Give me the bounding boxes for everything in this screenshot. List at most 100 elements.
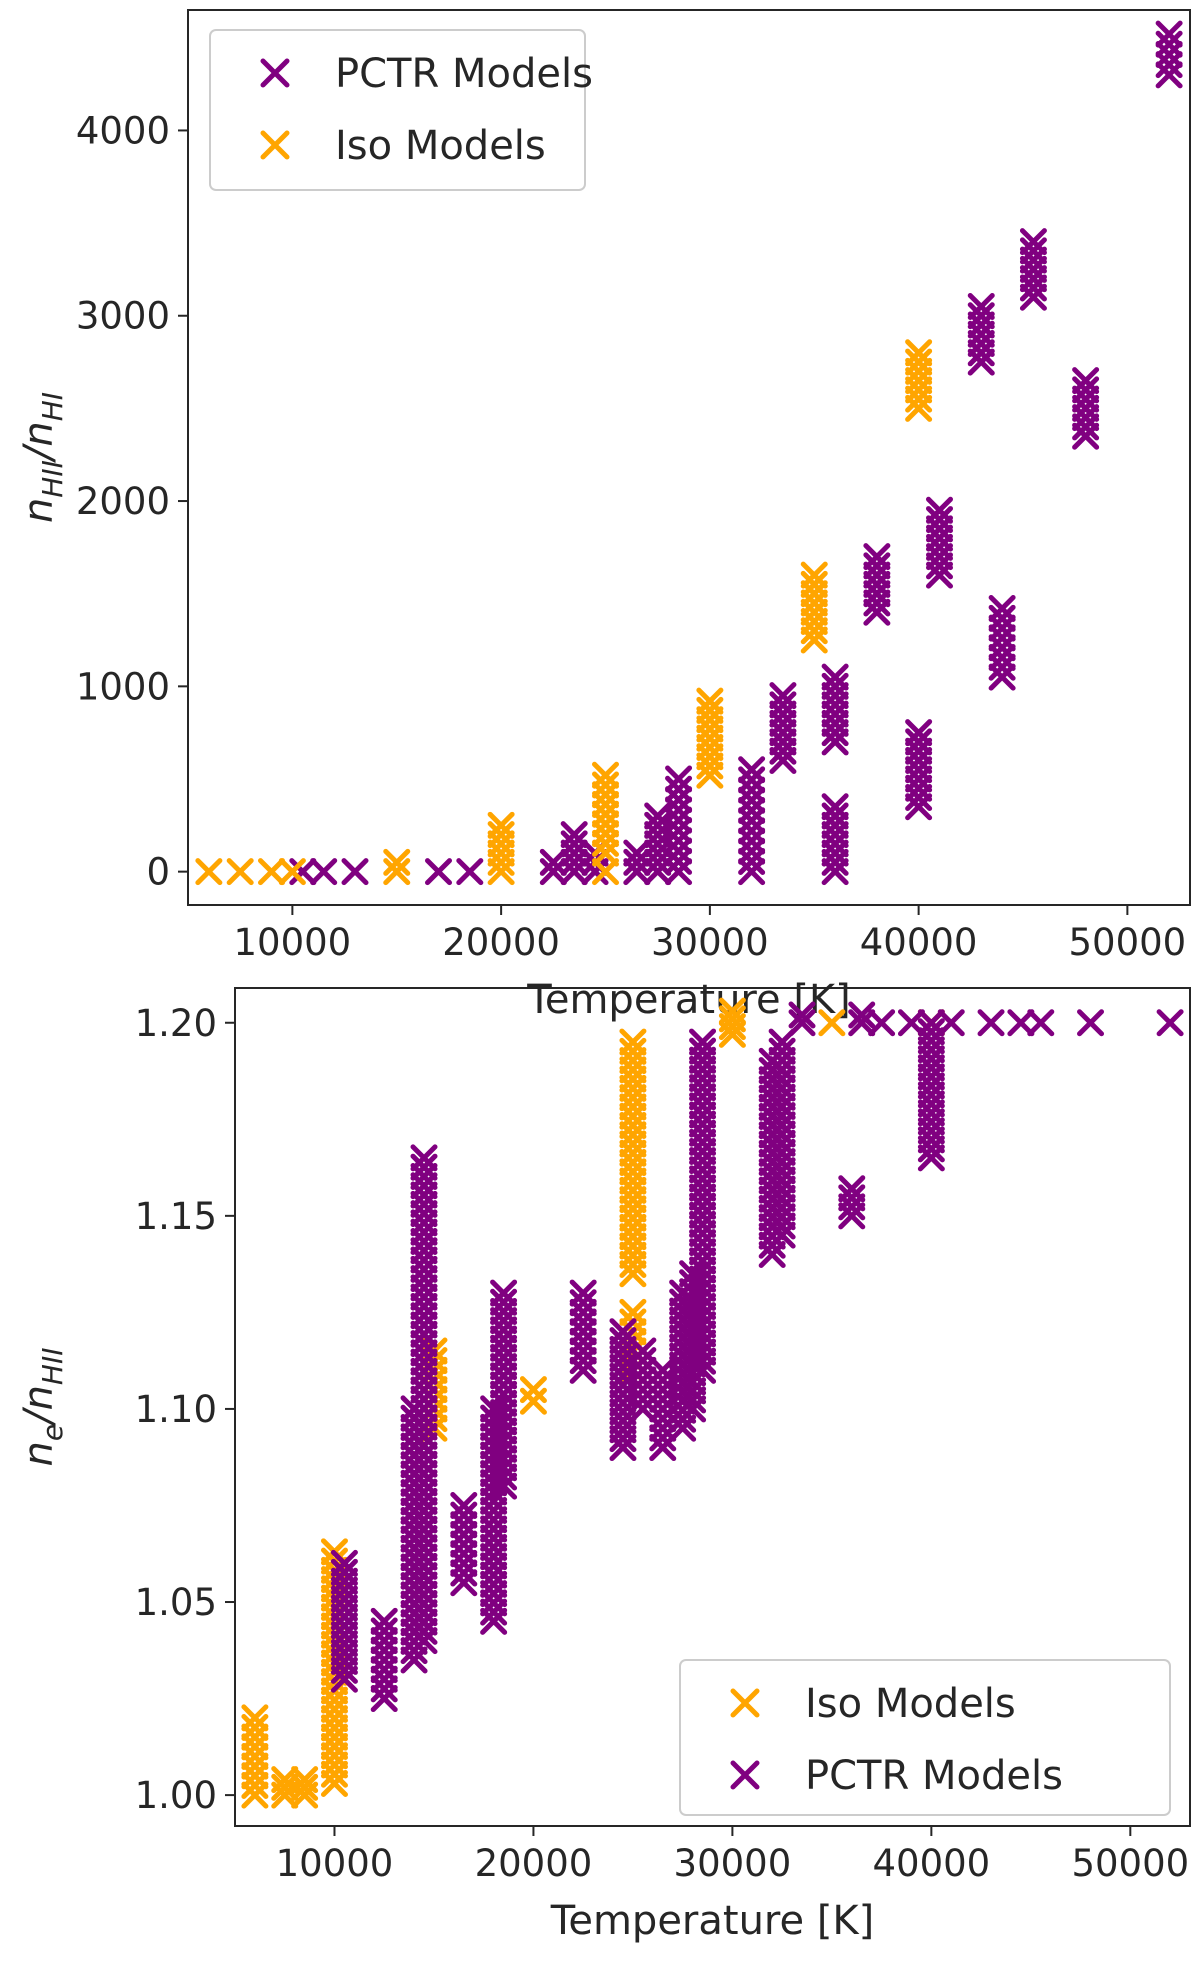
- pctr-marker: [988, 604, 1016, 632]
- pctr-marker: [490, 1454, 518, 1482]
- pctr-marker: [848, 1001, 876, 1029]
- pctr-marker: [769, 709, 797, 737]
- iso-marker: [905, 385, 933, 413]
- iso-marker: [487, 830, 515, 858]
- pctr-marker: [410, 1413, 438, 1441]
- x-tick-label: 30000: [674, 1842, 792, 1885]
- pctr-marker: [569, 1337, 597, 1365]
- pctr-marker: [1072, 394, 1100, 422]
- pctr-marker: [410, 1534, 438, 1562]
- pctr-marker: [480, 1552, 508, 1580]
- pctr-marker: [905, 737, 933, 765]
- pctr-marker: [863, 570, 891, 598]
- pctr-marker: [490, 1316, 518, 1344]
- iso-marker: [696, 724, 724, 752]
- pctr-marker: [988, 643, 1016, 671]
- pctr-marker: [689, 1101, 717, 1129]
- pctr-marker: [490, 1279, 518, 1307]
- pctr-marker: [410, 1311, 438, 1339]
- pctr-marker: [863, 580, 891, 608]
- pctr-marker: [450, 1540, 478, 1568]
- pctr-marker: [988, 614, 1016, 642]
- pctr-marker: [689, 1147, 717, 1175]
- pctr-marker: [569, 1279, 597, 1307]
- iso-marker: [487, 848, 515, 876]
- y-axis-label: ne/nHII: [16, 1348, 69, 1467]
- pctr-marker: [410, 1395, 438, 1423]
- pctr-marker: [410, 1385, 438, 1413]
- pctr-marker: [410, 1460, 438, 1488]
- pctr-marker: [848, 1009, 876, 1037]
- data-markers: [195, 20, 1183, 886]
- pctr-marker: [410, 1617, 438, 1645]
- pctr-marker: [370, 1607, 398, 1635]
- pctr-marker: [410, 1162, 438, 1190]
- pctr-marker: [330, 1558, 358, 1586]
- pctr-marker: [768, 1184, 796, 1212]
- y-tick-label: 1000: [76, 665, 170, 708]
- pctr-marker: [569, 1298, 597, 1326]
- pctr-marker: [905, 784, 933, 812]
- pctr-marker: [330, 1549, 358, 1577]
- pctr-marker: [480, 1515, 508, 1543]
- pctr-marker: [410, 1265, 438, 1293]
- iso-marker: [800, 617, 828, 645]
- pctr-marker: [689, 1265, 717, 1293]
- pctr-marker: [410, 1441, 438, 1469]
- iso-marker: [241, 1723, 269, 1751]
- pctr-marker: [410, 1543, 438, 1571]
- pctr-marker: [967, 330, 995, 358]
- pctr-marker: [370, 1665, 398, 1693]
- pctr-marker: [926, 561, 953, 589]
- legend-box: [679, 1659, 1171, 1816]
- iso-marker: [487, 839, 515, 867]
- pctr-marker: [689, 1311, 717, 1339]
- pctr-marker: [490, 1445, 518, 1473]
- legend-box: [209, 29, 586, 191]
- iso-marker: [241, 1781, 269, 1809]
- pctr-marker: [1019, 274, 1047, 302]
- pctr-marker: [821, 821, 849, 849]
- pctr-marker: [410, 1357, 438, 1385]
- pctr-marker: [425, 858, 452, 886]
- iso-marker: [696, 733, 724, 761]
- iso-marker: [619, 1056, 647, 1084]
- pctr-marker: [768, 1065, 796, 1093]
- pctr-marker: [738, 807, 766, 835]
- pctr-marker: [689, 1192, 717, 1220]
- pctr-marker: [410, 1580, 438, 1608]
- iso-marker: [592, 810, 619, 838]
- pctr-marker: [644, 858, 672, 886]
- legend-label: Iso Models: [805, 1681, 1016, 1727]
- pctr-marker: [689, 1119, 717, 1147]
- chart-hii-hi-ratio: 10000 20000 30000 40000 50000 0 1000 2000 3000 40…: [16, 9, 1191, 1023]
- iso-marker: [487, 811, 515, 839]
- pctr-marker: [644, 821, 672, 849]
- iso-marker: [905, 357, 933, 385]
- iso-marker: [241, 1762, 269, 1790]
- pctr-marker: [569, 1318, 597, 1346]
- pctr-marker: [480, 1598, 508, 1626]
- pctr-marker: [768, 1037, 796, 1065]
- pctr-marker: [410, 1552, 438, 1580]
- pctr-marker: [410, 1172, 438, 1200]
- pctr-marker: [788, 1009, 816, 1037]
- pctr-marker: [480, 1607, 508, 1635]
- pctr-marker: [689, 1156, 717, 1184]
- pctr-marker: [569, 1289, 597, 1317]
- pctr-marker: [450, 1511, 478, 1539]
- pctr-marker: [917, 1009, 945, 1037]
- pctr-marker: [581, 858, 609, 886]
- pctr-marker: [689, 1201, 717, 1229]
- pctr-marker: [410, 1469, 438, 1497]
- pctr-marker: [768, 1148, 796, 1176]
- pctr-marker: [689, 1165, 717, 1193]
- legend-marker-pctr: [730, 1760, 760, 1790]
- pctr-marker: [410, 1608, 438, 1636]
- iso-marker: [320, 1751, 348, 1779]
- pctr-marker: [689, 1229, 717, 1257]
- pctr-marker: [410, 1348, 438, 1376]
- iso-marker: [271, 1773, 299, 1801]
- pctr-marker: [560, 821, 588, 849]
- pctr-marker: [1019, 237, 1047, 265]
